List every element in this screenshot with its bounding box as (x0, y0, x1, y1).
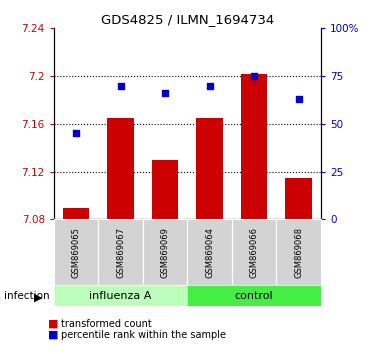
Text: GSM869066: GSM869066 (250, 227, 259, 278)
Point (73, 131, 79, 136)
Bar (285, 178, 312, 219)
Text: ■: ■ (48, 330, 59, 339)
Text: GSM869068: GSM869068 (294, 227, 303, 278)
Point (162, 91, 168, 96)
Bar (152, 160, 178, 219)
Text: percentile rank within the sample: percentile rank within the sample (61, 330, 226, 339)
Bar (196, 118, 223, 219)
Text: GSM869065: GSM869065 (72, 227, 81, 278)
Text: infection: infection (4, 291, 49, 301)
Point (118, 83, 124, 88)
Text: GSM869069: GSM869069 (161, 227, 170, 278)
Point (251, 73, 257, 79)
Bar (63, 207, 89, 219)
Title: GDS4825 / ILMN_1694734: GDS4825 / ILMN_1694734 (101, 13, 274, 26)
Text: GSM869067: GSM869067 (116, 227, 125, 278)
Bar (241, 74, 267, 219)
Text: ▶: ▶ (34, 292, 43, 302)
Point (296, 96, 302, 102)
Text: transformed count: transformed count (61, 319, 152, 329)
Bar (107, 118, 134, 219)
Text: GSM869064: GSM869064 (205, 227, 214, 278)
Text: control: control (235, 291, 273, 301)
Text: ■: ■ (48, 319, 59, 329)
Text: influenza A: influenza A (89, 291, 152, 301)
Point (207, 83, 213, 88)
